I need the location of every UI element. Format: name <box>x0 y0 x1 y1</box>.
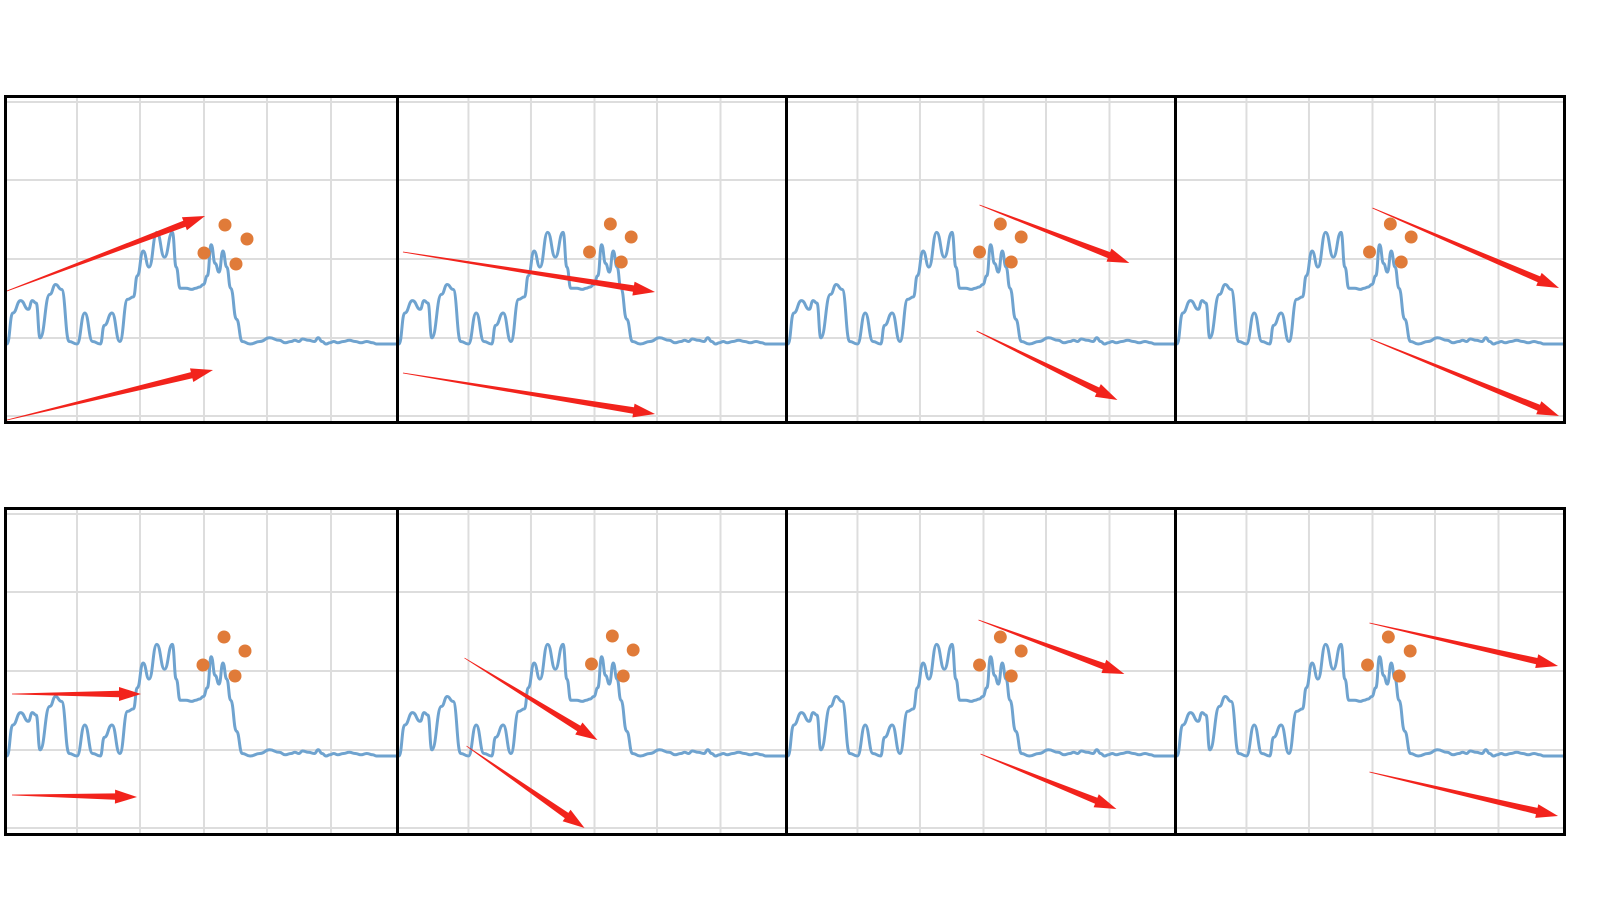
peak-marker <box>624 230 638 244</box>
peak-marker <box>626 643 640 657</box>
panel-canvas <box>1177 510 1563 833</box>
panel-5 <box>7 510 396 833</box>
trend-arrow <box>12 789 137 804</box>
signal-line <box>7 642 396 758</box>
peak-marker <box>1394 255 1408 269</box>
signal-line <box>788 642 1174 758</box>
peak-marker <box>1403 644 1417 658</box>
panel-1 <box>7 98 396 421</box>
peak-marker <box>1363 245 1376 259</box>
peak-marker <box>228 669 242 683</box>
grid <box>1177 98 1563 421</box>
peak-marker <box>993 217 1007 231</box>
trend-arrow <box>1370 338 1560 416</box>
peak-marker <box>1381 630 1395 644</box>
trend-arrow <box>979 204 1130 263</box>
peak-marker <box>993 630 1007 644</box>
trend-arrow <box>1369 622 1559 668</box>
panel-canvas <box>399 510 785 833</box>
peak-marker <box>973 245 986 259</box>
panel-canvas <box>7 510 396 833</box>
peak-marker <box>217 630 231 644</box>
trend-arrow <box>980 753 1117 809</box>
peak-marker <box>1361 658 1374 672</box>
trend-arrow <box>976 330 1118 400</box>
panel-4 <box>1174 98 1563 421</box>
grid <box>7 510 396 833</box>
peak-marker <box>616 669 630 683</box>
panel-canvas <box>1177 98 1563 421</box>
panel-6 <box>396 510 785 833</box>
peak-marker <box>1004 255 1018 269</box>
trend-arrow <box>1372 207 1560 288</box>
panel-canvas <box>788 98 1174 421</box>
diagram-row-bottom <box>4 507 1566 836</box>
trend-arrow <box>12 687 141 701</box>
peak-marker <box>1383 217 1397 231</box>
trend-arrow <box>7 368 213 421</box>
trend-arrow <box>978 619 1125 674</box>
panel-canvas <box>7 98 396 421</box>
panel-2 <box>396 98 785 421</box>
signal-line <box>1177 230 1563 346</box>
panel-7 <box>785 510 1174 833</box>
peak-marker <box>1392 669 1406 683</box>
peak-marker <box>218 218 232 232</box>
panel-8 <box>1174 510 1563 833</box>
peak-marker <box>1014 230 1028 244</box>
peak-marker <box>973 658 986 672</box>
peak-marker <box>240 232 254 246</box>
peak-marker <box>605 629 619 643</box>
diagram-row-top <box>4 95 1566 424</box>
panel-canvas <box>399 98 785 421</box>
grid <box>399 510 785 833</box>
peak-marker <box>1404 230 1418 244</box>
peak-marker <box>229 257 243 271</box>
peak-marker <box>197 246 211 260</box>
signal-line <box>788 230 1174 346</box>
signal-line <box>399 230 785 346</box>
signal-line <box>399 642 785 758</box>
signal-line <box>7 230 396 346</box>
grid <box>788 98 1174 421</box>
signal-line <box>1177 642 1563 758</box>
trend-arrow <box>464 657 598 740</box>
grid <box>7 98 396 421</box>
peak-marker <box>614 255 628 269</box>
trend-arrow <box>7 216 205 292</box>
trend-arrow <box>402 251 656 296</box>
grid <box>1177 510 1563 833</box>
peak-marker <box>196 658 210 672</box>
peak-marker <box>583 245 596 259</box>
trend-arrow <box>1369 771 1559 818</box>
panel-canvas <box>788 510 1174 833</box>
trend-arrow <box>402 372 656 418</box>
peak-marker <box>238 644 252 658</box>
peak-marker <box>1014 644 1028 658</box>
peak-marker <box>585 657 598 671</box>
peak-marker <box>1004 669 1018 683</box>
trend-arrow <box>466 745 585 828</box>
panel-3 <box>785 98 1174 421</box>
peak-marker <box>603 217 617 231</box>
